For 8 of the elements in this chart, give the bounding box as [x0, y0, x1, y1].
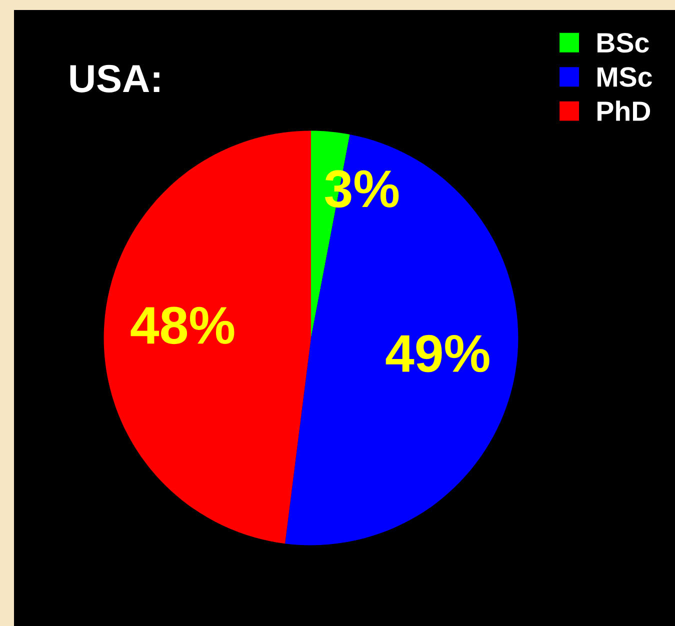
pie-slice	[285, 134, 518, 546]
legend-label: MSc	[598, 67, 652, 87]
legend-label: BSc	[598, 32, 649, 53]
pie-slice	[104, 130, 311, 544]
data-label: 48%	[130, 306, 234, 344]
data-label: 49%	[386, 334, 490, 372]
legend-label: PhD	[598, 100, 650, 121]
text: USA:	[70, 64, 160, 92]
